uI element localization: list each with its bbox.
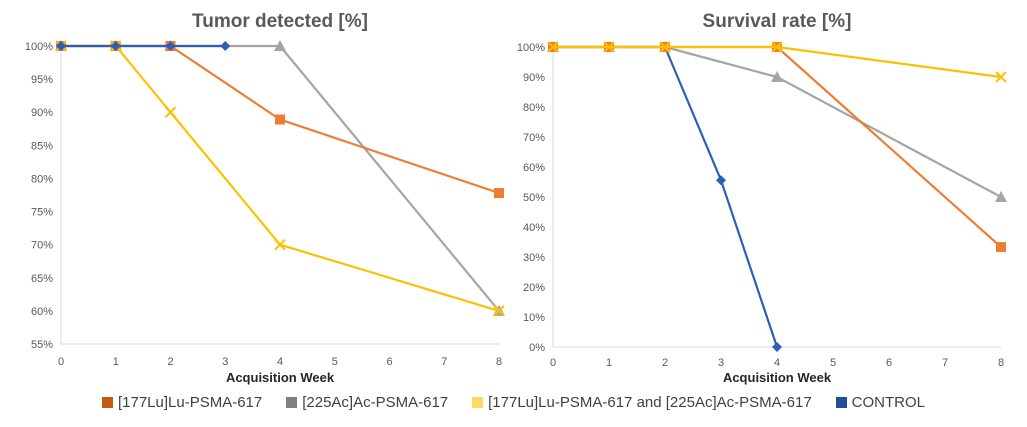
data-point-square <box>494 188 504 199</box>
series-control <box>56 41 231 51</box>
data-point-square <box>275 114 285 125</box>
y-tick-label: 90% <box>523 72 545 84</box>
series--225ac-ac-psma-617 <box>55 40 505 316</box>
x-tick-label: 6 <box>386 356 392 368</box>
legend-item-177lu: [177Lu]Lu-PSMA-617 <box>101 394 263 411</box>
y-tick-label: 55% <box>31 339 53 351</box>
y-tick-label: 60% <box>31 306 53 318</box>
x-tick-label: 7 <box>942 357 948 369</box>
x-tick-label: 0 <box>550 357 556 369</box>
y-tick-label: 75% <box>31 207 53 219</box>
legend-item-control: CONTROL <box>835 394 926 411</box>
y-tick-label: 65% <box>31 273 53 285</box>
series--177lu-lu-psma-617 <box>56 41 504 199</box>
x-tick-label: 3 <box>718 357 724 369</box>
x-tick-label: 1 <box>606 357 612 369</box>
legend-swatch-177lu <box>101 397 113 408</box>
legend-item-combined: [177Lu]Lu-PSMA-617 and [225Ac]Ac-PSMA-61… <box>472 394 812 411</box>
data-point-diamond <box>220 41 231 51</box>
legend-swatch-225ac <box>286 397 298 408</box>
data-point-x <box>995 71 1007 83</box>
y-tick-label: 80% <box>523 102 545 114</box>
x-tick-label: 2 <box>662 357 668 369</box>
data-point-square <box>996 242 1006 253</box>
x-axis-label: Acquisition Week <box>723 370 832 385</box>
y-tick-label: 80% <box>31 173 53 185</box>
x-tick-label: 8 <box>998 357 1004 369</box>
legend-label-177lu: [177Lu]Lu-PSMA-617 <box>117 394 263 411</box>
chart-title: Survival rate [%] <box>703 11 852 32</box>
y-tick-label: 95% <box>31 74 53 86</box>
y-tick-label: 70% <box>523 132 545 144</box>
x-tick-label: 5 <box>332 356 338 368</box>
y-tick-label: 30% <box>523 252 545 264</box>
y-tick-label: 100% <box>517 42 545 54</box>
series-line <box>61 44 500 312</box>
data-point-x <box>274 238 286 251</box>
legend-swatch-control <box>835 397 847 408</box>
x-tick-label: 7 <box>441 356 447 368</box>
x-tick-label: 4 <box>277 356 283 368</box>
data-point-x <box>659 41 671 53</box>
y-tick-label: 90% <box>31 107 53 119</box>
x-tick-label: 3 <box>222 356 228 368</box>
x-tick-label: 1 <box>113 356 119 368</box>
chart-legend: [177Lu]Lu-PSMA-617 [225Ac]Ac-PSMA-617 [1… <box>0 394 1027 411</box>
x-tick-label: 2 <box>167 356 173 368</box>
series-line <box>553 45 779 348</box>
y-tick-label: 85% <box>31 140 53 152</box>
legend-label-225ac: [225Ac]Ac-PSMA-617 <box>302 394 449 411</box>
x-axis-label: Acquisition Week <box>226 370 335 385</box>
data-point-diamond <box>165 41 176 51</box>
x-tick-label: 6 <box>886 357 892 369</box>
data-point-diamond <box>716 175 726 186</box>
x-tick-label: 0 <box>58 356 64 368</box>
y-tick-label: 10% <box>523 312 545 324</box>
y-tick-label: 40% <box>523 222 545 234</box>
series-line <box>61 44 500 312</box>
data-point-triangle <box>274 40 286 51</box>
data-point-x <box>771 41 783 53</box>
series--177lu-lu-psma-617-and-225ac-ac-psma-617 <box>547 41 1007 83</box>
data-point-x <box>493 305 505 317</box>
data-point-x <box>547 41 559 53</box>
data-point-diamond <box>56 41 66 51</box>
series--225ac-ac-psma-617 <box>547 41 1007 202</box>
x-tick-label: 8 <box>496 356 502 368</box>
chart-0: Tumor detected [%] 55% 60% 65% 70% 75% 80% 85% 9… <box>25 11 505 385</box>
y-tick-label: 20% <box>523 282 545 294</box>
y-tick-label: 60% <box>523 162 545 174</box>
x-tick-label: 4 <box>774 357 780 369</box>
x-tick-label: 5 <box>830 357 836 369</box>
y-tick-label: 0% <box>529 342 545 354</box>
chart-1: Survival rate [%] 0% 10% 20% 30% 40% 50% 60% 70%… <box>517 11 1007 385</box>
chart-title: Tumor detected [%] <box>192 11 368 32</box>
y-tick-label: 100% <box>25 41 53 53</box>
series-control <box>548 42 782 352</box>
data-point-triangle <box>995 191 1007 202</box>
data-point-triangle <box>771 71 783 82</box>
legend-item-225ac: [225Ac]Ac-PSMA-617 <box>286 394 448 411</box>
legend-label-combined: [177Lu]Lu-PSMA-617 and [225Ac]Ac-PSMA-61… <box>488 394 812 411</box>
data-point-x <box>164 106 177 118</box>
series--177lu-lu-psma-617-and-225ac-ac-psma-617 <box>55 40 505 317</box>
legend-label-control: CONTROL <box>851 394 926 411</box>
data-point-diamond <box>772 342 782 352</box>
legend-swatch-combined <box>472 397 484 408</box>
data-point-diamond <box>110 41 121 51</box>
y-tick-label: 70% <box>31 240 53 252</box>
y-tick-label: 50% <box>523 192 545 204</box>
data-point-x <box>603 41 615 53</box>
series-line <box>553 45 1002 198</box>
